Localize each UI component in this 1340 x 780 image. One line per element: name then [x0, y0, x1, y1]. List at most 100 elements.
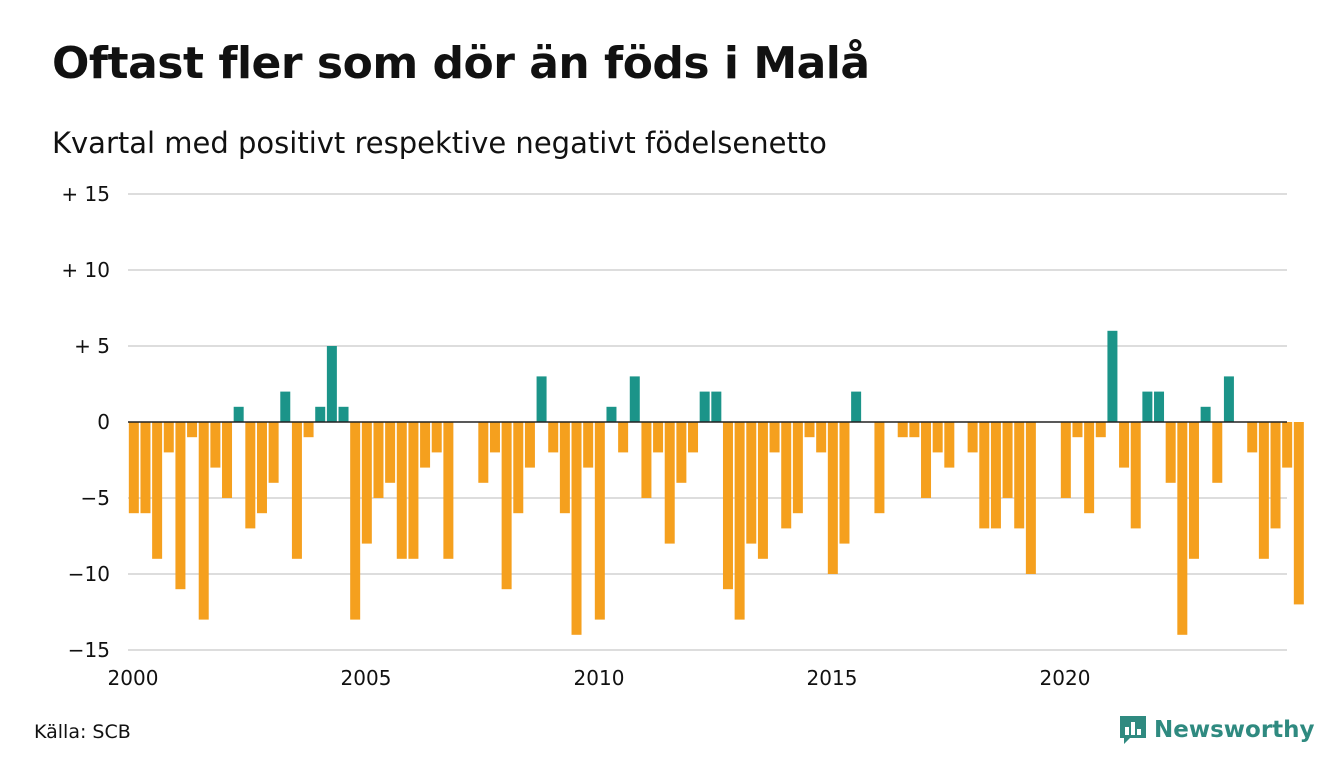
bar-negative: [781, 422, 792, 529]
bar-negative: [350, 422, 361, 620]
bar-negative: [1247, 422, 1258, 453]
chart-subtitle: Kvartal med positivt respektive negativt…: [52, 126, 827, 160]
bar-negative: [1177, 422, 1188, 635]
bar-negative: [548, 422, 559, 453]
bar-negative: [408, 422, 419, 559]
y-tick-label: −10: [68, 562, 110, 586]
bar-negative: [827, 422, 838, 574]
bar-negative: [396, 422, 407, 559]
bar-negative: [140, 422, 151, 514]
y-tick-label: −15: [68, 638, 110, 662]
bar-positive: [1200, 406, 1211, 422]
y-tick-label: + 5: [74, 334, 110, 358]
bar-positive: [629, 376, 640, 422]
bar-negative: [792, 422, 803, 514]
bar-negative: [676, 422, 687, 483]
bar-negative: [688, 422, 699, 453]
bar-negative: [641, 422, 652, 498]
bar-negative: [128, 422, 139, 514]
bar-negative: [1212, 422, 1223, 483]
chart-title: Oftast fler som dör än föds i Malå: [52, 38, 870, 89]
bar-negative: [478, 422, 489, 483]
bar-negative: [1060, 422, 1071, 498]
source-note: Källa: SCB: [34, 721, 131, 743]
x-tick-label: 2010: [574, 666, 625, 690]
x-tick-label: 2020: [1040, 666, 1091, 690]
bar-negative: [921, 422, 932, 498]
bar-negative: [291, 422, 302, 559]
bar-negative: [664, 422, 675, 544]
bar-negative: [1130, 422, 1141, 529]
bar-negative: [734, 422, 745, 620]
bar-negative: [361, 422, 372, 544]
bar-positive: [1223, 376, 1234, 422]
bar-negative: [175, 422, 186, 590]
newsworthy-logo: Newsworthy: [1118, 714, 1315, 746]
bar-negative: [222, 422, 233, 498]
bar-negative: [746, 422, 757, 544]
bar-negative: [420, 422, 431, 468]
bar-negative: [489, 422, 500, 453]
y-tick-label: 0: [97, 410, 110, 434]
bar-negative: [524, 422, 535, 468]
bar-negative: [256, 422, 267, 514]
bar-positive: [1107, 330, 1118, 422]
bar-negative: [373, 422, 384, 498]
bar-negative: [618, 422, 629, 453]
bar-negative: [909, 422, 920, 438]
bar-negative: [1002, 422, 1013, 498]
x-tick-label: 2015: [807, 666, 858, 690]
bar-positive: [315, 406, 326, 422]
bar-negative: [944, 422, 955, 468]
bar-negative: [1119, 422, 1130, 468]
bar-positive: [606, 406, 617, 422]
bar-negative: [804, 422, 815, 438]
bar-negative: [245, 422, 256, 529]
x-tick-label: 2000: [108, 666, 159, 690]
y-axis-ticks: + 15 + 10 + 5 0 −5 −10 −15: [61, 182, 110, 662]
bar-negative: [198, 422, 209, 620]
bar-negative: [513, 422, 524, 514]
bar-negative: [1258, 422, 1269, 559]
bar-negative: [722, 422, 733, 590]
bar-negative: [594, 422, 605, 620]
bar-negative: [816, 422, 827, 453]
bar-negative: [303, 422, 314, 438]
bar-negative: [1293, 422, 1304, 605]
bar-negative: [990, 422, 1001, 529]
bar-positive: [851, 391, 862, 422]
bar-positive: [338, 406, 349, 422]
brand-name: Newsworthy: [1154, 717, 1315, 743]
bar-negative: [1014, 422, 1025, 529]
bar-negative: [571, 422, 582, 635]
bar-negative: [839, 422, 850, 544]
bar-negative: [1095, 422, 1106, 438]
bar-negative: [769, 422, 780, 453]
bar-negative: [1084, 422, 1095, 514]
bar-negative: [757, 422, 768, 559]
bar-negative: [385, 422, 396, 483]
bar-positive: [233, 406, 244, 422]
bar-negative: [897, 422, 908, 438]
x-tick-label: 2005: [341, 666, 392, 690]
bar-negative: [501, 422, 512, 590]
bar-negative: [431, 422, 442, 453]
bar-positive: [1154, 391, 1165, 422]
bar-negative: [559, 422, 570, 514]
bars: [128, 330, 1304, 635]
bar-negative: [874, 422, 885, 514]
bar-positive: [711, 391, 722, 422]
bar-negative: [443, 422, 454, 559]
bar-negative: [268, 422, 279, 483]
bar-positive: [280, 391, 291, 422]
y-tick-label: + 10: [61, 258, 110, 282]
bar-negative: [932, 422, 943, 453]
bar-positive: [1142, 391, 1153, 422]
bar-positive: [536, 376, 547, 422]
bar-negative: [210, 422, 221, 468]
bar-negative: [1025, 422, 1036, 574]
y-tick-label: −5: [81, 486, 110, 510]
bar-negative: [1188, 422, 1199, 559]
bar-negative: [1072, 422, 1083, 438]
bar-positive: [326, 346, 337, 422]
